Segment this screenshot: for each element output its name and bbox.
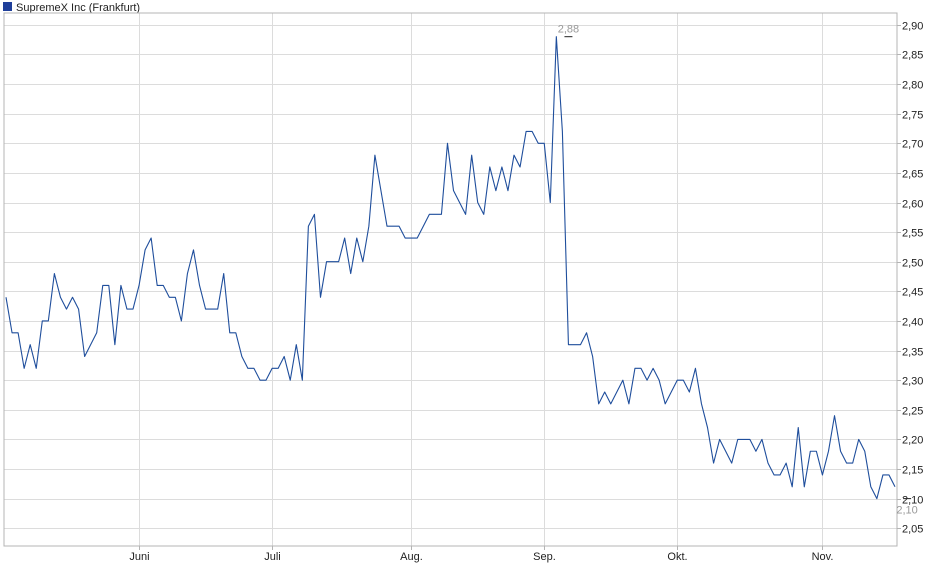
y-tick-label: 2,70	[902, 139, 923, 151]
grid	[4, 13, 897, 546]
annotations: 2,88 2,10	[558, 24, 918, 517]
series-line	[5, 36, 896, 500]
x-tick-label: Sep.	[533, 551, 556, 563]
y-tick-label: 2,45	[902, 287, 923, 299]
annotation-label: 2,10	[896, 505, 917, 517]
series-group	[5, 36, 896, 500]
y-tick-label: 2,30	[902, 376, 923, 388]
y-tick-label: 2,60	[902, 199, 923, 211]
y-tick-label: 2,75	[902, 110, 923, 122]
x-tick-label: Okt.	[667, 551, 687, 563]
x-tick-label: Juli	[264, 551, 281, 563]
x-tick-label: Juni	[129, 551, 149, 563]
y-tick-label: 2,40	[902, 317, 923, 329]
y-axis: 2,05 2,10 2,15 2,20 2,25 2,30 2,35 2,40 2,45 2,50…	[897, 21, 923, 536]
legend-label: SupremeX Inc (Frankfurt)	[16, 2, 140, 14]
y-tick-label: 2,05	[902, 524, 923, 536]
y-tick-label: 2,65	[902, 169, 923, 181]
y-tick-label: 2,15	[902, 465, 923, 477]
y-tick-label: 2,85	[902, 50, 923, 62]
x-axis: Juni Juli Aug. Sep. Okt. Nov.	[129, 546, 833, 563]
x-tick-label: Aug.	[400, 551, 423, 563]
legend-swatch	[3, 2, 12, 11]
plot-frame	[3, 12, 898, 547]
y-tick-label: 2,25	[902, 406, 923, 418]
y-tick-label: 2,90	[902, 21, 923, 33]
y-tick-label: 2,35	[902, 347, 923, 359]
legend: SupremeX Inc (Frankfurt)	[3, 2, 140, 14]
y-tick-label: 2,80	[902, 80, 923, 92]
y-tick-label: 2,20	[902, 435, 923, 447]
y-tick-label: 2,50	[902, 258, 923, 270]
x-tick-label: Nov.	[812, 551, 834, 563]
y-tick-label: 2,55	[902, 228, 923, 240]
y-tick-label: 2,10	[902, 495, 923, 507]
annotation-label: 2,88	[558, 24, 579, 36]
